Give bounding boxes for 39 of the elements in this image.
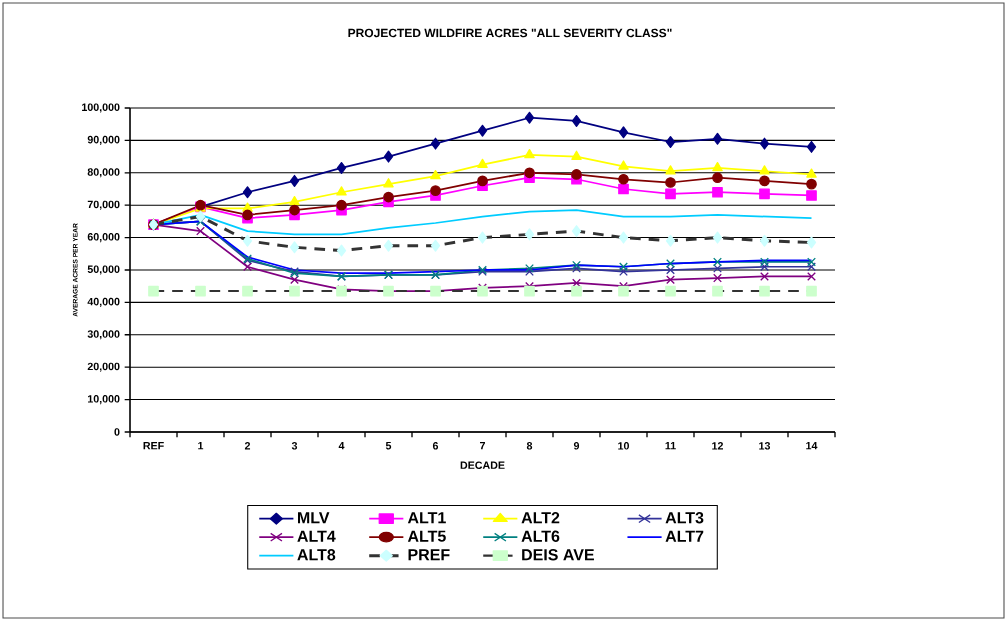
x-tick-label: 1 [198,442,204,450]
legend-label: ALT1 [407,512,446,524]
legend-label: ALT8 [297,549,336,561]
x-tick-label: 4 [338,442,345,450]
y-tick-label: 20,000 [87,362,120,372]
x-tick-label: 11 [665,442,676,450]
legend-label: ALT7 [665,530,704,542]
x-tick-label: 14 [806,442,818,450]
y-tick-label: 40,000 [87,297,120,307]
y-tick-label: 50,000 [87,265,120,275]
x-tick-label: 10 [618,442,629,450]
y-tick-label: 30,000 [87,330,120,340]
x-tick-label: 12 [712,442,723,450]
y-tick-label: 80,000 [87,168,120,178]
y-tick-label: 90,000 [87,135,120,145]
x-tick-label: 7 [480,442,485,450]
y-tick-label: 10,000 [88,395,120,405]
x-tick-label: 6 [432,442,439,450]
legend-label: ALT5 [407,530,446,542]
legend-label: DEIS AVE [522,549,594,561]
x-tick-label: 3 [291,442,298,450]
legend-label: MLV [298,512,330,524]
chart-title: PROJECTED WILDFIRE ACRES "ALL SEVERITY CLASS" [348,28,672,38]
legend-label: ALT6 [521,530,560,542]
x-tick-label: 5 [385,442,392,450]
y-tick-label: 0 [114,428,120,436]
x-tick-label: 8 [526,442,533,450]
x-tick-label: 13 [759,442,771,450]
x-tick-label: 2 [244,442,251,450]
legend-label: ALT4 [297,530,336,542]
y-tick-label: 70,000 [87,200,120,210]
y-tick-label: 100,000 [82,103,120,113]
legend-label: PREF [408,549,450,561]
x-axis-title: DECADE [460,461,505,469]
legend-label: ALT2 [521,512,560,524]
x-tick-label: REF [143,442,164,450]
x-tick-label: 9 [573,442,580,450]
legend-label: ALT3 [665,512,704,524]
y-tick-label: 60,000 [87,233,120,243]
